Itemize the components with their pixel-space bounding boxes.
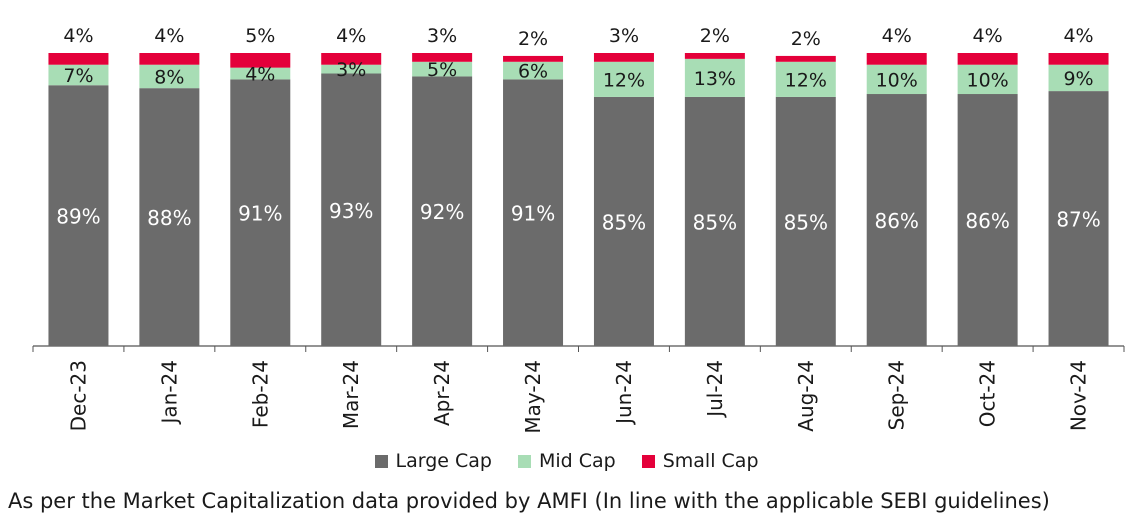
x-tick-label: Jul-24 <box>703 360 727 419</box>
chart-footnote: As per the Market Capitalization data pr… <box>8 489 1050 513</box>
bar-large-cap <box>866 94 927 347</box>
data-label-large-cap: 91% <box>238 202 282 226</box>
x-tick-label: Dec-23 <box>66 360 90 431</box>
data-label-small-cap: 4% <box>336 25 366 47</box>
bar-small-cap <box>139 53 200 65</box>
x-tick-label: Jan-24 <box>157 360 181 426</box>
bar-small-cap <box>866 53 927 65</box>
data-label-small-cap: 4% <box>882 25 912 47</box>
data-label-mid-cap: 12% <box>603 69 645 91</box>
data-label-large-cap: 86% <box>965 209 1009 233</box>
bar-small-cap <box>957 53 1018 65</box>
bar-small-cap <box>321 53 382 65</box>
bar-mid-cap <box>775 61 836 97</box>
data-label-mid-cap: 3% <box>336 59 366 81</box>
bar-small-cap <box>48 53 109 65</box>
bar-large-cap <box>593 96 654 346</box>
data-label-large-cap: 85% <box>784 210 828 234</box>
bar-mid-cap <box>593 61 654 97</box>
legend-label-small-cap: Small Cap <box>662 450 759 472</box>
data-label-mid-cap: 10% <box>876 69 918 91</box>
data-label-mid-cap: 12% <box>785 69 827 91</box>
bar-large-cap <box>321 73 382 346</box>
bar-small-cap <box>1048 53 1109 65</box>
data-label-large-cap: 93% <box>329 199 373 223</box>
bar-small-cap <box>775 55 836 62</box>
data-label-small-cap: 4% <box>154 25 184 47</box>
bar-small-cap <box>684 53 745 59</box>
data-label-large-cap: 89% <box>56 205 100 229</box>
data-label-large-cap: 85% <box>693 210 737 234</box>
x-tick-label: Apr-24 <box>430 360 454 426</box>
legend-swatch-mid-cap <box>517 454 531 468</box>
legend-swatch-large-cap <box>374 454 388 468</box>
data-label-small-cap: 5% <box>245 25 275 47</box>
chart-legend: Large Cap Mid Cap Small Cap <box>0 450 1133 472</box>
legend-label-large-cap: Large Cap <box>395 450 492 472</box>
data-label-small-cap: 4% <box>63 25 93 47</box>
bar-small-cap <box>593 53 654 62</box>
bar-mid-cap <box>321 64 382 74</box>
data-label-large-cap: 92% <box>420 200 464 224</box>
data-label-small-cap: 3% <box>609 25 639 47</box>
data-label-small-cap: 4% <box>1063 25 1093 47</box>
x-tick-label: May-24 <box>521 360 545 434</box>
x-tick-label: Mar-24 <box>339 360 363 429</box>
bar-large-cap <box>48 85 109 346</box>
bar-large-cap <box>957 94 1018 347</box>
data-label-small-cap: 4% <box>973 25 1003 47</box>
bar-mid-cap <box>48 64 109 86</box>
data-label-small-cap: 3% <box>427 25 457 47</box>
bar-mid-cap <box>957 64 1018 95</box>
bar-mid-cap <box>139 64 200 89</box>
bar-large-cap <box>503 79 564 347</box>
bar-mid-cap <box>684 58 745 97</box>
data-label-mid-cap: 6% <box>518 61 548 83</box>
data-label-large-cap: 86% <box>874 209 918 233</box>
data-label-large-cap: 85% <box>602 210 646 234</box>
data-label-large-cap: 88% <box>147 206 191 230</box>
bar-small-cap <box>503 55 564 62</box>
data-label-mid-cap: 4% <box>245 64 275 86</box>
x-tick-label: Nov-24 <box>1067 360 1091 431</box>
legend-label-mid-cap: Mid Cap <box>538 450 616 472</box>
bar-large-cap <box>1048 91 1109 346</box>
bar-mid-cap <box>412 61 473 77</box>
stacked-bar-chart: 89% 7% 4% Dec-23 88% 8% 4% Jan-24 91% 4% 5% Feb-24 9… <box>32 25 1125 434</box>
bar-small-cap <box>230 53 291 68</box>
data-label-large-cap: 91% <box>511 202 555 226</box>
bar-large-cap <box>230 79 291 347</box>
bar-large-cap <box>684 96 745 346</box>
data-label-mid-cap: 13% <box>694 68 736 90</box>
bar-mid-cap <box>1048 64 1109 92</box>
x-tick-label: Sep-24 <box>885 360 909 430</box>
legend-swatch-small-cap <box>641 454 655 468</box>
bar-large-cap <box>775 96 836 346</box>
bar-mid-cap <box>866 64 927 95</box>
data-label-large-cap: 87% <box>1056 208 1100 232</box>
legend-item-large-cap: Large Cap <box>374 450 492 472</box>
x-tick-label: Feb-24 <box>248 360 272 428</box>
legend-item-mid-cap: Mid Cap <box>517 450 616 472</box>
data-label-small-cap: 2% <box>791 28 821 50</box>
data-label-mid-cap: 7% <box>63 65 93 87</box>
data-label-mid-cap: 8% <box>154 66 184 88</box>
bar-large-cap <box>139 88 200 346</box>
bar-mid-cap <box>503 61 564 80</box>
data-label-mid-cap: 10% <box>967 69 1009 91</box>
data-label-mid-cap: 9% <box>1063 68 1093 90</box>
bar-mid-cap <box>230 67 291 80</box>
x-tick-label: Aug-24 <box>794 360 818 432</box>
data-label-small-cap: 2% <box>700 25 730 47</box>
data-label-mid-cap: 5% <box>427 59 457 81</box>
x-tick-label: Jun-24 <box>612 360 636 426</box>
bar-small-cap <box>412 53 473 62</box>
bar-large-cap <box>412 76 473 346</box>
data-label-small-cap: 2% <box>518 28 548 50</box>
legend-item-small-cap: Small Cap <box>641 450 759 472</box>
x-tick-label: Oct-24 <box>976 360 1000 427</box>
